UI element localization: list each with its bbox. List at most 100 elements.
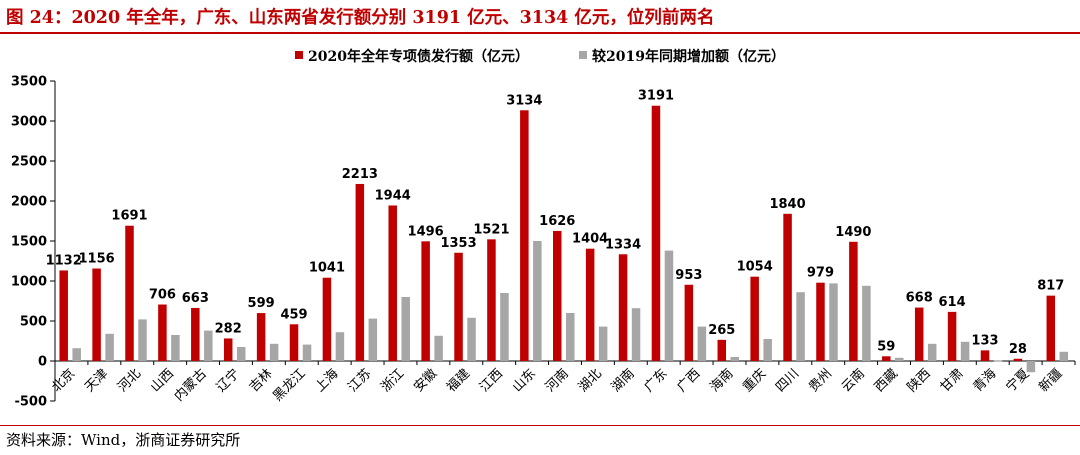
bar-yoy-increase xyxy=(533,241,542,361)
bar-yoy-increase xyxy=(236,347,246,361)
bar-yoy-increase xyxy=(72,348,81,361)
data-label: 1626 xyxy=(539,214,575,229)
bar-yoy-increase xyxy=(401,297,410,361)
bar-2020-issuance xyxy=(783,213,792,361)
figure-title: 图 24：2020 年全年，广东、山东两省发行额分别 3191 亿元、3134 … xyxy=(6,8,715,28)
data-label: 1840 xyxy=(769,197,805,212)
x-tick-label: 上海 xyxy=(313,366,342,395)
data-label: 599 xyxy=(248,296,275,311)
bar-2020-issuance xyxy=(322,277,332,361)
bar-yoy-increase xyxy=(171,335,180,361)
bar-2020-issuance xyxy=(849,241,858,361)
bar-2020-issuance xyxy=(618,254,628,361)
bar-yoy-increase xyxy=(796,292,805,361)
bar-yoy-increase xyxy=(269,343,279,361)
y-tick-label: 1500 xyxy=(11,235,47,250)
bar-2020-issuance xyxy=(651,105,661,361)
data-label: 1132 xyxy=(46,253,82,268)
data-label: 1944 xyxy=(375,188,411,203)
data-label: 1490 xyxy=(835,225,871,240)
x-tick-label: 海南 xyxy=(707,366,737,396)
x-tick-label: 天津 xyxy=(82,366,111,395)
data-label: 282 xyxy=(215,321,242,336)
x-tick-label: 甘肃 xyxy=(938,366,967,395)
title-bar: 图 24：2020 年全年，广东、山东两省发行额分别 3191 亿元、3134 … xyxy=(0,0,1080,34)
chart-legend: 2020年全年专项债发行额（亿元） 较2019年同期增加额（亿元） xyxy=(295,48,785,65)
bar-2020-issuance xyxy=(223,338,233,361)
bar-yoy-increase xyxy=(598,326,608,361)
y-tick-label: 500 xyxy=(20,315,47,330)
legend-swatch-series-1 xyxy=(295,51,303,59)
bar-2020-issuance xyxy=(1013,358,1023,361)
x-tick-label: 云南 xyxy=(838,366,868,396)
x-tick-label: 黑龙江 xyxy=(270,366,308,404)
bar-2020-issuance xyxy=(1046,295,1056,361)
bar-2020-issuance xyxy=(585,248,595,361)
plot-area: -500 0 500 1000 1500 2000 2500 3000 3500 1132 北京 11… xyxy=(11,75,1076,410)
bar-yoy-increase xyxy=(730,357,740,361)
x-tick-label: 江西 xyxy=(477,366,506,395)
data-label: 979 xyxy=(807,266,834,281)
bar-2020-issuance xyxy=(355,183,365,361)
data-label: 28 xyxy=(1009,342,1027,357)
source-note: 资料来源：Wind，浙商证券研究所 xyxy=(6,431,241,449)
data-label: 3134 xyxy=(506,93,542,108)
bar-yoy-increase xyxy=(1059,351,1069,361)
x-tick-label: 陕西 xyxy=(905,366,934,395)
x-tick-label: 湖北 xyxy=(576,366,605,395)
x-tick-label: 河南 xyxy=(542,366,572,396)
x-tick-label: 青海 xyxy=(971,366,1000,395)
data-label: 1054 xyxy=(737,260,773,275)
data-label: 1156 xyxy=(79,252,115,267)
data-label: 614 xyxy=(939,295,966,310)
bar-2020-issuance xyxy=(421,241,430,361)
bar-yoy-increase xyxy=(566,313,575,361)
bar-yoy-increase xyxy=(829,283,838,361)
bar-yoy-increase xyxy=(664,250,674,361)
bar-yoy-increase xyxy=(302,344,312,361)
bar-yoy-increase xyxy=(434,335,443,361)
bar-2020-issuance xyxy=(191,307,200,361)
y-tick-label: 3500 xyxy=(11,75,47,90)
x-tick-label: 重庆 xyxy=(740,366,770,396)
bar-2020-issuance xyxy=(947,311,957,361)
y-tick-label: 3000 xyxy=(11,115,47,130)
bar-yoy-increase xyxy=(1026,361,1036,373)
x-tick-label: 山西 xyxy=(148,366,177,395)
data-label: 459 xyxy=(280,307,307,322)
data-label: 663 xyxy=(182,291,209,306)
bar-2020-issuance xyxy=(158,304,167,361)
x-tick-label: 内蒙古 xyxy=(171,366,210,405)
y-tick-label: 2000 xyxy=(11,195,47,210)
x-tick-label: 吉林 xyxy=(247,366,276,395)
bar-yoy-increase xyxy=(368,318,378,361)
footer-divider xyxy=(0,425,1080,426)
bar-yoy-increase xyxy=(763,339,772,361)
data-label: 1353 xyxy=(440,236,476,251)
data-label: 817 xyxy=(1037,279,1064,294)
data-label: 1041 xyxy=(309,261,345,276)
x-tick-label: 新疆 xyxy=(1036,366,1066,396)
bar-chart: 2020年全年专项债发行额（亿元） 较2019年同期增加额（亿元） -500 0 5… xyxy=(11,48,1076,410)
legend-swatch-series-2 xyxy=(579,51,587,59)
bar-2020-issuance xyxy=(125,225,134,361)
bar-2020-issuance xyxy=(553,230,562,361)
x-tick-label: 四川 xyxy=(773,366,802,395)
bar-2020-issuance xyxy=(454,252,463,361)
bar-2020-issuance xyxy=(388,205,397,361)
data-label: 706 xyxy=(149,288,176,303)
data-label: 2213 xyxy=(342,167,378,182)
x-tick-label: 浙江 xyxy=(378,366,407,395)
bar-2020-issuance xyxy=(914,307,924,361)
bar-yoy-increase xyxy=(105,333,114,361)
bar-yoy-increase xyxy=(993,360,1003,362)
x-tick-label: 江苏 xyxy=(345,366,375,396)
bar-2020-issuance xyxy=(520,110,529,361)
bar-2020-issuance xyxy=(717,339,727,361)
bar-2020-issuance xyxy=(59,270,68,361)
bar-2020-issuance xyxy=(487,239,496,361)
bar-yoy-increase xyxy=(895,357,904,361)
title-divider xyxy=(0,32,1080,34)
x-tick-label: 安徽 xyxy=(411,366,440,395)
bar-yoy-increase xyxy=(631,308,641,361)
